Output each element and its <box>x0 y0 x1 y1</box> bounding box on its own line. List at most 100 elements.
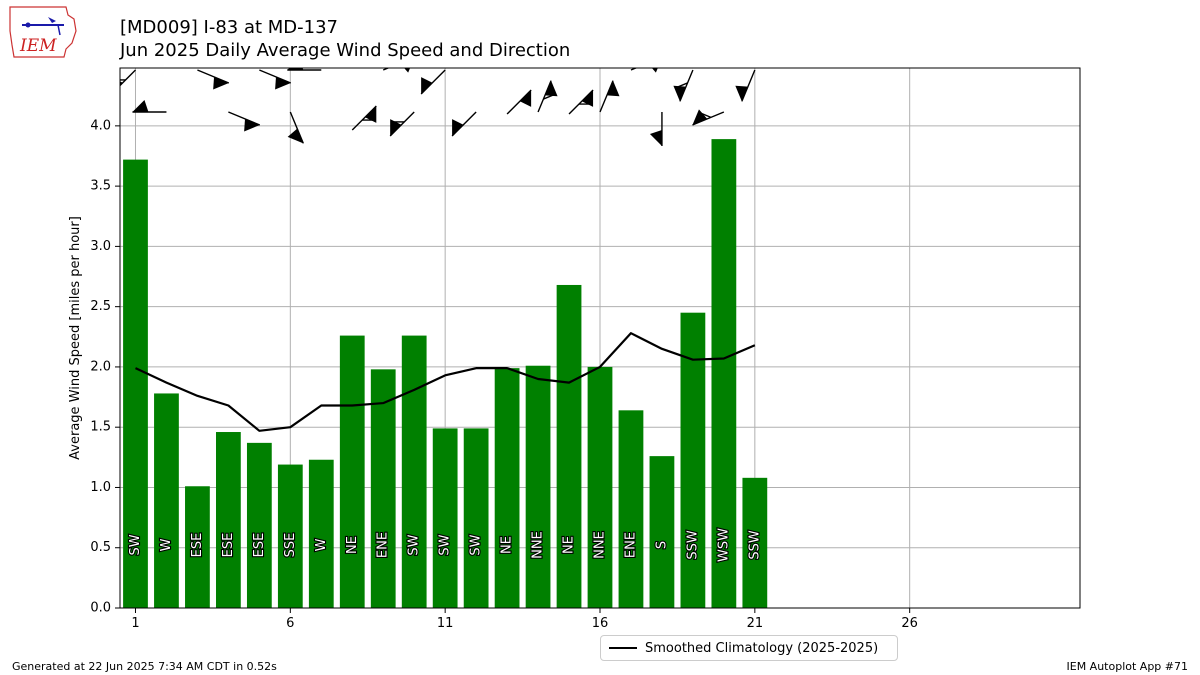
bar-day-3 <box>185 486 210 608</box>
direction-label-day-4: ESE <box>221 533 236 558</box>
barb-flag <box>287 128 304 144</box>
direction-label-day-20: WSW <box>716 528 731 562</box>
direction-label-day-17: ENE <box>623 532 638 558</box>
barb-feather <box>700 112 712 119</box>
barb-flag <box>244 118 260 132</box>
bar-day-14 <box>525 365 551 608</box>
x-tick-label: 21 <box>747 616 764 631</box>
bar-day-19 <box>680 312 706 608</box>
barb-flag <box>213 76 229 90</box>
bar-day-21 <box>742 477 768 608</box>
bar-day-5 <box>246 442 272 608</box>
wind-barb-day-3 <box>197 69 230 90</box>
bar-day-8 <box>339 335 365 608</box>
iem-logo-text: IEM <box>19 36 57 56</box>
x-tick-label: 26 <box>901 616 918 631</box>
direction-label-day-14: NNE <box>531 531 546 559</box>
bar-day-16 <box>587 366 613 608</box>
barb-shaft <box>228 111 261 126</box>
direction-label-day-8: NE <box>345 536 360 554</box>
bar-day-9 <box>370 369 396 608</box>
barb-feather <box>392 121 405 123</box>
wind-barb-day-12 <box>451 111 477 137</box>
wind-barb-day-17 <box>630 68 663 73</box>
direction-label-day-18: S <box>654 541 669 549</box>
wind-barb-day-10 <box>389 111 415 137</box>
wind-barb-day-4 <box>228 111 261 132</box>
direction-label-day-16: NNE <box>593 531 608 559</box>
direction-label-day-6: SSE <box>283 533 298 558</box>
wind-barb-day-6 <box>287 111 304 144</box>
direction-label-day-15: NE <box>562 536 577 554</box>
barb-shaft <box>120 69 136 95</box>
wind-barb-day-9 <box>382 68 415 73</box>
wind-barb-day-14 <box>537 80 558 113</box>
smoothed-climatology-line <box>135 332 756 432</box>
wind-barb-day-8 <box>351 105 377 131</box>
chart-subtitle: Jun 2025 Daily Average Wind Speed and Di… <box>120 40 571 61</box>
y-axis-label: Average Wind Speed [miles per hour] <box>68 216 83 460</box>
legend-label: Smoothed Climatology (2025-2025) <box>645 640 879 656</box>
wind-barb-day-19 <box>673 69 694 102</box>
barb-feather <box>676 82 688 88</box>
legend-line-swatch <box>609 647 637 649</box>
bar-day-10 <box>401 335 427 608</box>
y-tick-label: 2.0 <box>90 359 111 374</box>
barb-feather <box>578 103 591 105</box>
wind-barb-day-7 <box>287 68 322 71</box>
barb-flag <box>364 105 377 123</box>
bar-day-15 <box>556 284 582 608</box>
wind-barb-day-21 <box>735 69 756 102</box>
barb-feather <box>362 119 374 121</box>
direction-label-day-7: W <box>314 538 329 551</box>
barb-shaft <box>451 111 477 137</box>
barb-flag <box>647 68 663 73</box>
y-tick-label: 1.5 <box>90 420 111 435</box>
barb-flag <box>606 80 620 97</box>
barb-shaft <box>197 69 230 84</box>
barb-flag <box>581 89 594 107</box>
barb-feather <box>543 94 555 100</box>
direction-label-day-21: SSW <box>747 530 762 560</box>
iem-logo: IEM <box>8 5 80 63</box>
barb-flag <box>649 130 662 146</box>
direction-label-day-10: SW <box>407 534 422 555</box>
wind-barb-day-20 <box>692 109 725 126</box>
bar-day-20 <box>711 139 737 608</box>
direction-label-day-12: SW <box>469 534 484 555</box>
chart-title: [MD009] I-83 at MD-137 <box>120 17 338 38</box>
bar-day-6 <box>277 464 303 608</box>
direction-label-day-5: ESE <box>252 533 267 558</box>
barb-flag <box>692 109 708 126</box>
barb-flag <box>519 89 532 107</box>
wind-barb-day-15 <box>568 89 594 115</box>
direction-label-day-3: ESE <box>190 533 205 558</box>
x-tick-label: 16 <box>592 616 609 631</box>
y-tick-label: 1.0 <box>90 480 111 495</box>
y-tick-label: 0.5 <box>90 540 111 555</box>
barb-flag <box>735 85 748 102</box>
chart-legend: Smoothed Climatology (2025-2025) <box>600 635 898 661</box>
bar-day-4 <box>216 432 241 608</box>
wind-barb-day-18 <box>649 112 663 146</box>
bar-day-18 <box>649 456 675 608</box>
barb-shaft <box>692 111 725 126</box>
barb-flag <box>421 77 433 95</box>
direction-label-day-9: ENE <box>376 532 391 558</box>
direction-label-day-13: NE <box>500 536 515 554</box>
barb-feather <box>120 79 126 81</box>
barb-flag <box>399 68 415 73</box>
x-tick-label: 6 <box>286 616 294 631</box>
wind-barb-day-2 <box>132 100 167 113</box>
barb-flag <box>544 80 558 97</box>
barb-flag <box>132 100 149 112</box>
y-tick-label: 4.0 <box>90 118 111 133</box>
bar-day-2 <box>154 393 179 608</box>
wind-barb-day-5 <box>259 69 292 90</box>
bar-day-13 <box>494 368 520 608</box>
wind-barb-day-13 <box>506 89 532 115</box>
wind-barbs <box>120 68 756 146</box>
x-tick-label: 1 <box>131 616 139 631</box>
direction-label-day-11: SW <box>438 534 453 555</box>
